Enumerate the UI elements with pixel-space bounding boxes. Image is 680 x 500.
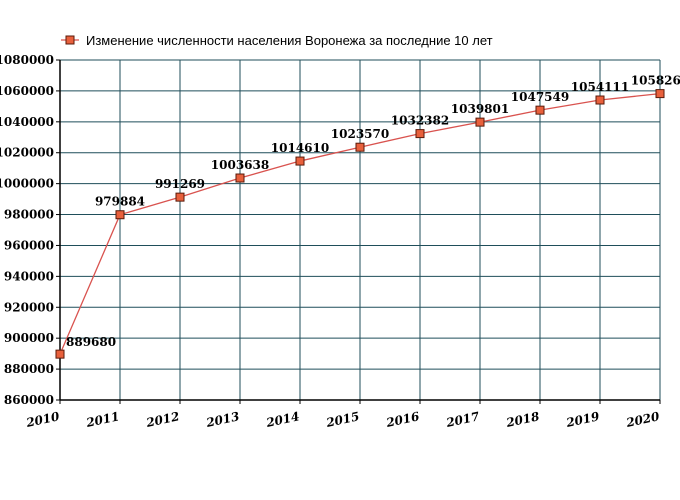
y-tick-label: 1040000 — [0, 115, 54, 129]
x-tick-label: 2017 — [444, 409, 481, 430]
y-tick-label: 900000 — [4, 331, 54, 345]
data-point — [535, 105, 545, 115]
data-label: 1058261 — [631, 74, 680, 88]
x-tick-label: 2012 — [144, 409, 181, 430]
data-point — [415, 129, 425, 139]
data-label: 889680 — [66, 335, 116, 349]
data-label: 991269 — [155, 177, 205, 191]
data-point — [55, 349, 65, 359]
x-tick-label: 2016 — [384, 409, 421, 430]
data-point — [475, 117, 485, 127]
data-point — [235, 173, 245, 183]
y-tick-label: 980000 — [4, 208, 54, 222]
data-label: 1054111 — [571, 80, 629, 94]
y-tick-label: 1020000 — [0, 146, 54, 160]
series-line-group — [55, 89, 665, 359]
grid — [59, 59, 661, 401]
data-point — [355, 142, 365, 152]
data-label: 1003638 — [211, 158, 269, 172]
data-point — [115, 210, 125, 220]
data-label: 1039801 — [451, 102, 509, 116]
data-label: 1023570 — [331, 127, 389, 141]
data-point — [595, 95, 605, 105]
y-tick-label: 880000 — [4, 362, 54, 376]
data-label: 1032382 — [391, 114, 449, 128]
data-labels: 8896809798849912691003638101461010235701… — [66, 74, 680, 350]
y-tick-label: 940000 — [4, 269, 54, 283]
x-tick-label: 2014 — [264, 409, 301, 430]
y-axis-ticks: 860000 880000 900000 920000 940000 960000 9800… — [0, 53, 60, 407]
data-point — [295, 156, 305, 166]
data-point — [655, 89, 665, 99]
x-tick-label: 2020 — [624, 409, 661, 430]
y-tick-label: 920000 — [4, 300, 54, 314]
legend-label: Изменение численности населения Воронежа… — [86, 33, 493, 48]
legend: Изменение численности населения Воронежа… — [61, 33, 493, 48]
y-tick-label: 1080000 — [0, 53, 54, 67]
data-label: 979884 — [95, 195, 145, 209]
y-tick-label: 1060000 — [0, 84, 54, 98]
data-label: 1047549 — [511, 90, 569, 104]
y-tick-label: 1000000 — [0, 177, 54, 191]
x-tick-label: 2015 — [324, 409, 361, 430]
y-tick-label: 860000 — [4, 393, 54, 407]
x-tick-label: 2011 — [84, 409, 121, 430]
data-label: 1014610 — [271, 141, 329, 155]
x-tick-label: 2013 — [204, 409, 241, 430]
data-point — [175, 192, 185, 202]
x-tick-label: 2019 — [564, 409, 601, 430]
x-tick-label: 2018 — [504, 409, 541, 430]
y-tick-label: 960000 — [4, 238, 54, 252]
legend-marker-swatch — [65, 35, 75, 45]
x-tick-label: 2010 — [24, 409, 61, 430]
x-axis-ticks: 2010 2011 2012 2013 2014 2015 2016 2017 2018 2019… — [24, 400, 661, 430]
